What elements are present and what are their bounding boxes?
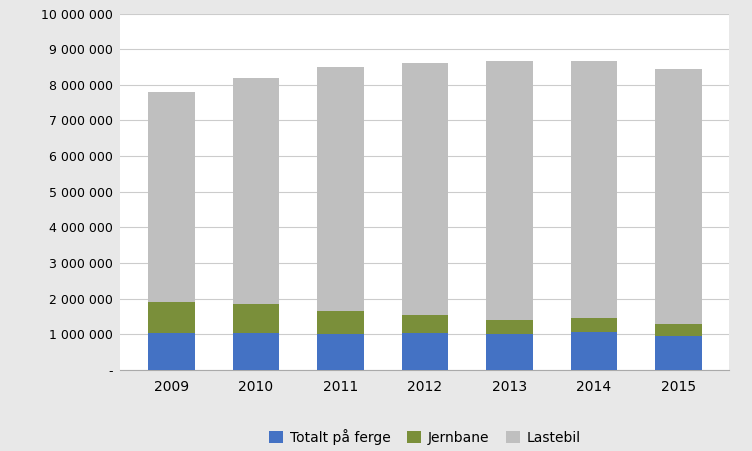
Legend: Totalt på ferge, Jernbane, Lastebil: Totalt på ferge, Jernbane, Lastebil xyxy=(263,423,587,450)
Bar xyxy=(571,332,617,370)
Bar xyxy=(148,92,195,303)
Bar xyxy=(487,61,532,320)
Bar xyxy=(655,69,702,324)
Bar xyxy=(655,336,702,370)
Bar xyxy=(487,320,532,334)
Bar xyxy=(402,333,448,370)
Bar xyxy=(232,304,279,333)
Bar xyxy=(655,324,702,336)
Bar xyxy=(317,67,363,311)
Bar xyxy=(232,78,279,304)
Bar xyxy=(148,303,195,333)
Bar xyxy=(571,318,617,332)
Bar xyxy=(571,61,617,318)
Bar xyxy=(487,334,532,370)
Bar xyxy=(402,64,448,315)
Bar xyxy=(317,311,363,334)
Bar xyxy=(232,333,279,370)
Bar xyxy=(317,334,363,370)
Bar xyxy=(402,315,448,333)
Bar xyxy=(148,333,195,370)
